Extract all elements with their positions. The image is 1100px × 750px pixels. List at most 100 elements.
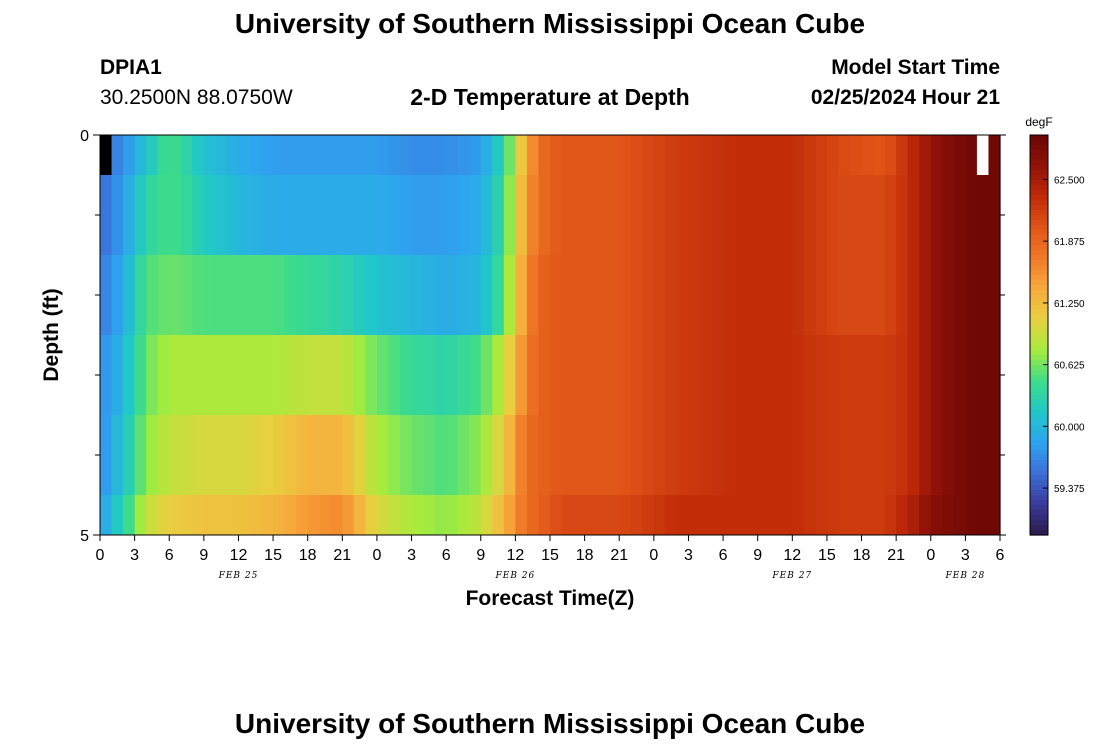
heatmap-cell	[953, 335, 966, 415]
heatmap-cell	[700, 135, 713, 175]
heatmap-cell	[676, 415, 690, 495]
heatmap-cell	[503, 335, 516, 415]
x-tick-label: 3	[684, 547, 693, 564]
heatmap-cell	[688, 255, 701, 335]
heatmap-cell	[896, 415, 909, 495]
heatmap-cell	[746, 495, 759, 535]
heatmap-cell	[850, 255, 863, 335]
heatmap-cell	[284, 135, 297, 175]
heatmap-cell	[469, 335, 482, 415]
heatmap-cell	[319, 175, 332, 255]
heatmap-cell	[873, 335, 886, 415]
x-tick-label: 3	[961, 547, 970, 564]
heatmap-cell	[850, 335, 863, 415]
heatmap-cell	[907, 175, 920, 255]
heatmap-cell	[215, 175, 228, 255]
heatmap-cell	[203, 135, 216, 175]
heatmap-cell	[400, 415, 413, 495]
colorbar-segment	[1030, 145, 1048, 151]
heatmap-cell	[700, 175, 713, 255]
heatmap-cell	[700, 495, 713, 535]
heatmap-cell	[792, 135, 805, 175]
colorbar-segment	[1030, 390, 1048, 396]
heatmap-cell	[584, 255, 597, 335]
heatmap-cell	[953, 255, 966, 335]
heatmap-cell	[296, 335, 309, 415]
heatmap-cell	[169, 415, 182, 495]
heatmap-cell	[134, 335, 147, 415]
heatmap-cell	[792, 495, 805, 535]
date-label: FEB 25	[218, 571, 259, 581]
heatmap-cell	[457, 255, 470, 335]
heatmap-cell	[573, 255, 586, 335]
heatmap-cell	[492, 335, 505, 415]
heatmap-cell	[561, 415, 574, 495]
heatmap-cell	[653, 415, 666, 495]
colorbar-segment	[1030, 270, 1048, 276]
heatmap-cell	[100, 135, 113, 175]
model-start-label: Model Start Time	[831, 56, 1000, 79]
heatmap-cell	[780, 135, 793, 175]
colorbar-segment	[1030, 315, 1048, 321]
heatmap-cell	[400, 175, 413, 255]
heatmap-cell	[134, 495, 147, 535]
heatmap-cell	[919, 415, 932, 495]
heatmap-cell	[919, 175, 932, 255]
heatmap-cell	[746, 175, 759, 255]
colorbar-segment	[1030, 495, 1048, 501]
heatmap-cell	[480, 495, 493, 535]
heatmap-cell	[976, 255, 990, 335]
heatmap-cell	[884, 255, 897, 335]
heatmap-cell	[642, 175, 655, 255]
heatmap-cell	[896, 335, 909, 415]
heatmap-cell	[688, 135, 701, 175]
heatmap-cell	[757, 495, 770, 535]
colorbar-segment	[1030, 400, 1048, 406]
colorbar-segment	[1030, 350, 1048, 356]
colorbar-segment	[1030, 365, 1048, 371]
heatmap-cell	[919, 135, 932, 175]
heatmap-cell	[434, 135, 447, 175]
heatmap-cell	[400, 135, 413, 175]
heatmap-cell	[538, 135, 551, 175]
heatmap-cell	[157, 135, 170, 175]
heatmap-cell	[573, 495, 586, 535]
heatmap-cell	[965, 255, 978, 335]
heatmap-cell	[134, 135, 147, 175]
colorbar-segment	[1030, 505, 1048, 511]
heatmap-cell	[492, 495, 505, 535]
heatmap-cell	[711, 335, 724, 415]
heatmap-cell	[953, 175, 966, 255]
heatmap-cell	[769, 335, 782, 415]
heatmap-cell	[769, 175, 782, 255]
colorbar-segment	[1030, 510, 1048, 516]
heatmap-cell	[584, 335, 597, 415]
heatmap-cell	[238, 255, 251, 335]
colorbar-segment	[1030, 165, 1048, 171]
heatmap-cell	[861, 415, 874, 495]
heatmap-cell	[676, 495, 690, 535]
colorbar-segment	[1030, 140, 1048, 146]
heatmap-cell	[284, 415, 297, 495]
heatmap-cell	[423, 415, 436, 495]
heatmap-cell	[480, 255, 493, 335]
colorbar-segment	[1030, 240, 1048, 246]
heatmap-cell	[388, 135, 401, 175]
heatmap-cell	[550, 335, 563, 415]
heatmap-cell	[330, 135, 343, 175]
heatmap-cell	[469, 255, 482, 335]
heatmap-cell	[261, 135, 274, 175]
heatmap-cell	[261, 415, 274, 495]
colorbar-segment	[1030, 480, 1048, 486]
heatmap-cell	[342, 335, 355, 415]
heatmap-cell	[353, 175, 366, 255]
x-tick-label: 9	[476, 547, 485, 564]
heatmap-cell	[480, 175, 493, 255]
heatmap-cell	[826, 175, 840, 255]
heatmap-cell	[376, 495, 390, 535]
heatmap-cell	[434, 415, 447, 495]
heatmap-cell	[250, 255, 263, 335]
colorbar-segment	[1030, 285, 1048, 291]
heatmap-cell	[492, 175, 505, 255]
heatmap-cell	[330, 495, 343, 535]
